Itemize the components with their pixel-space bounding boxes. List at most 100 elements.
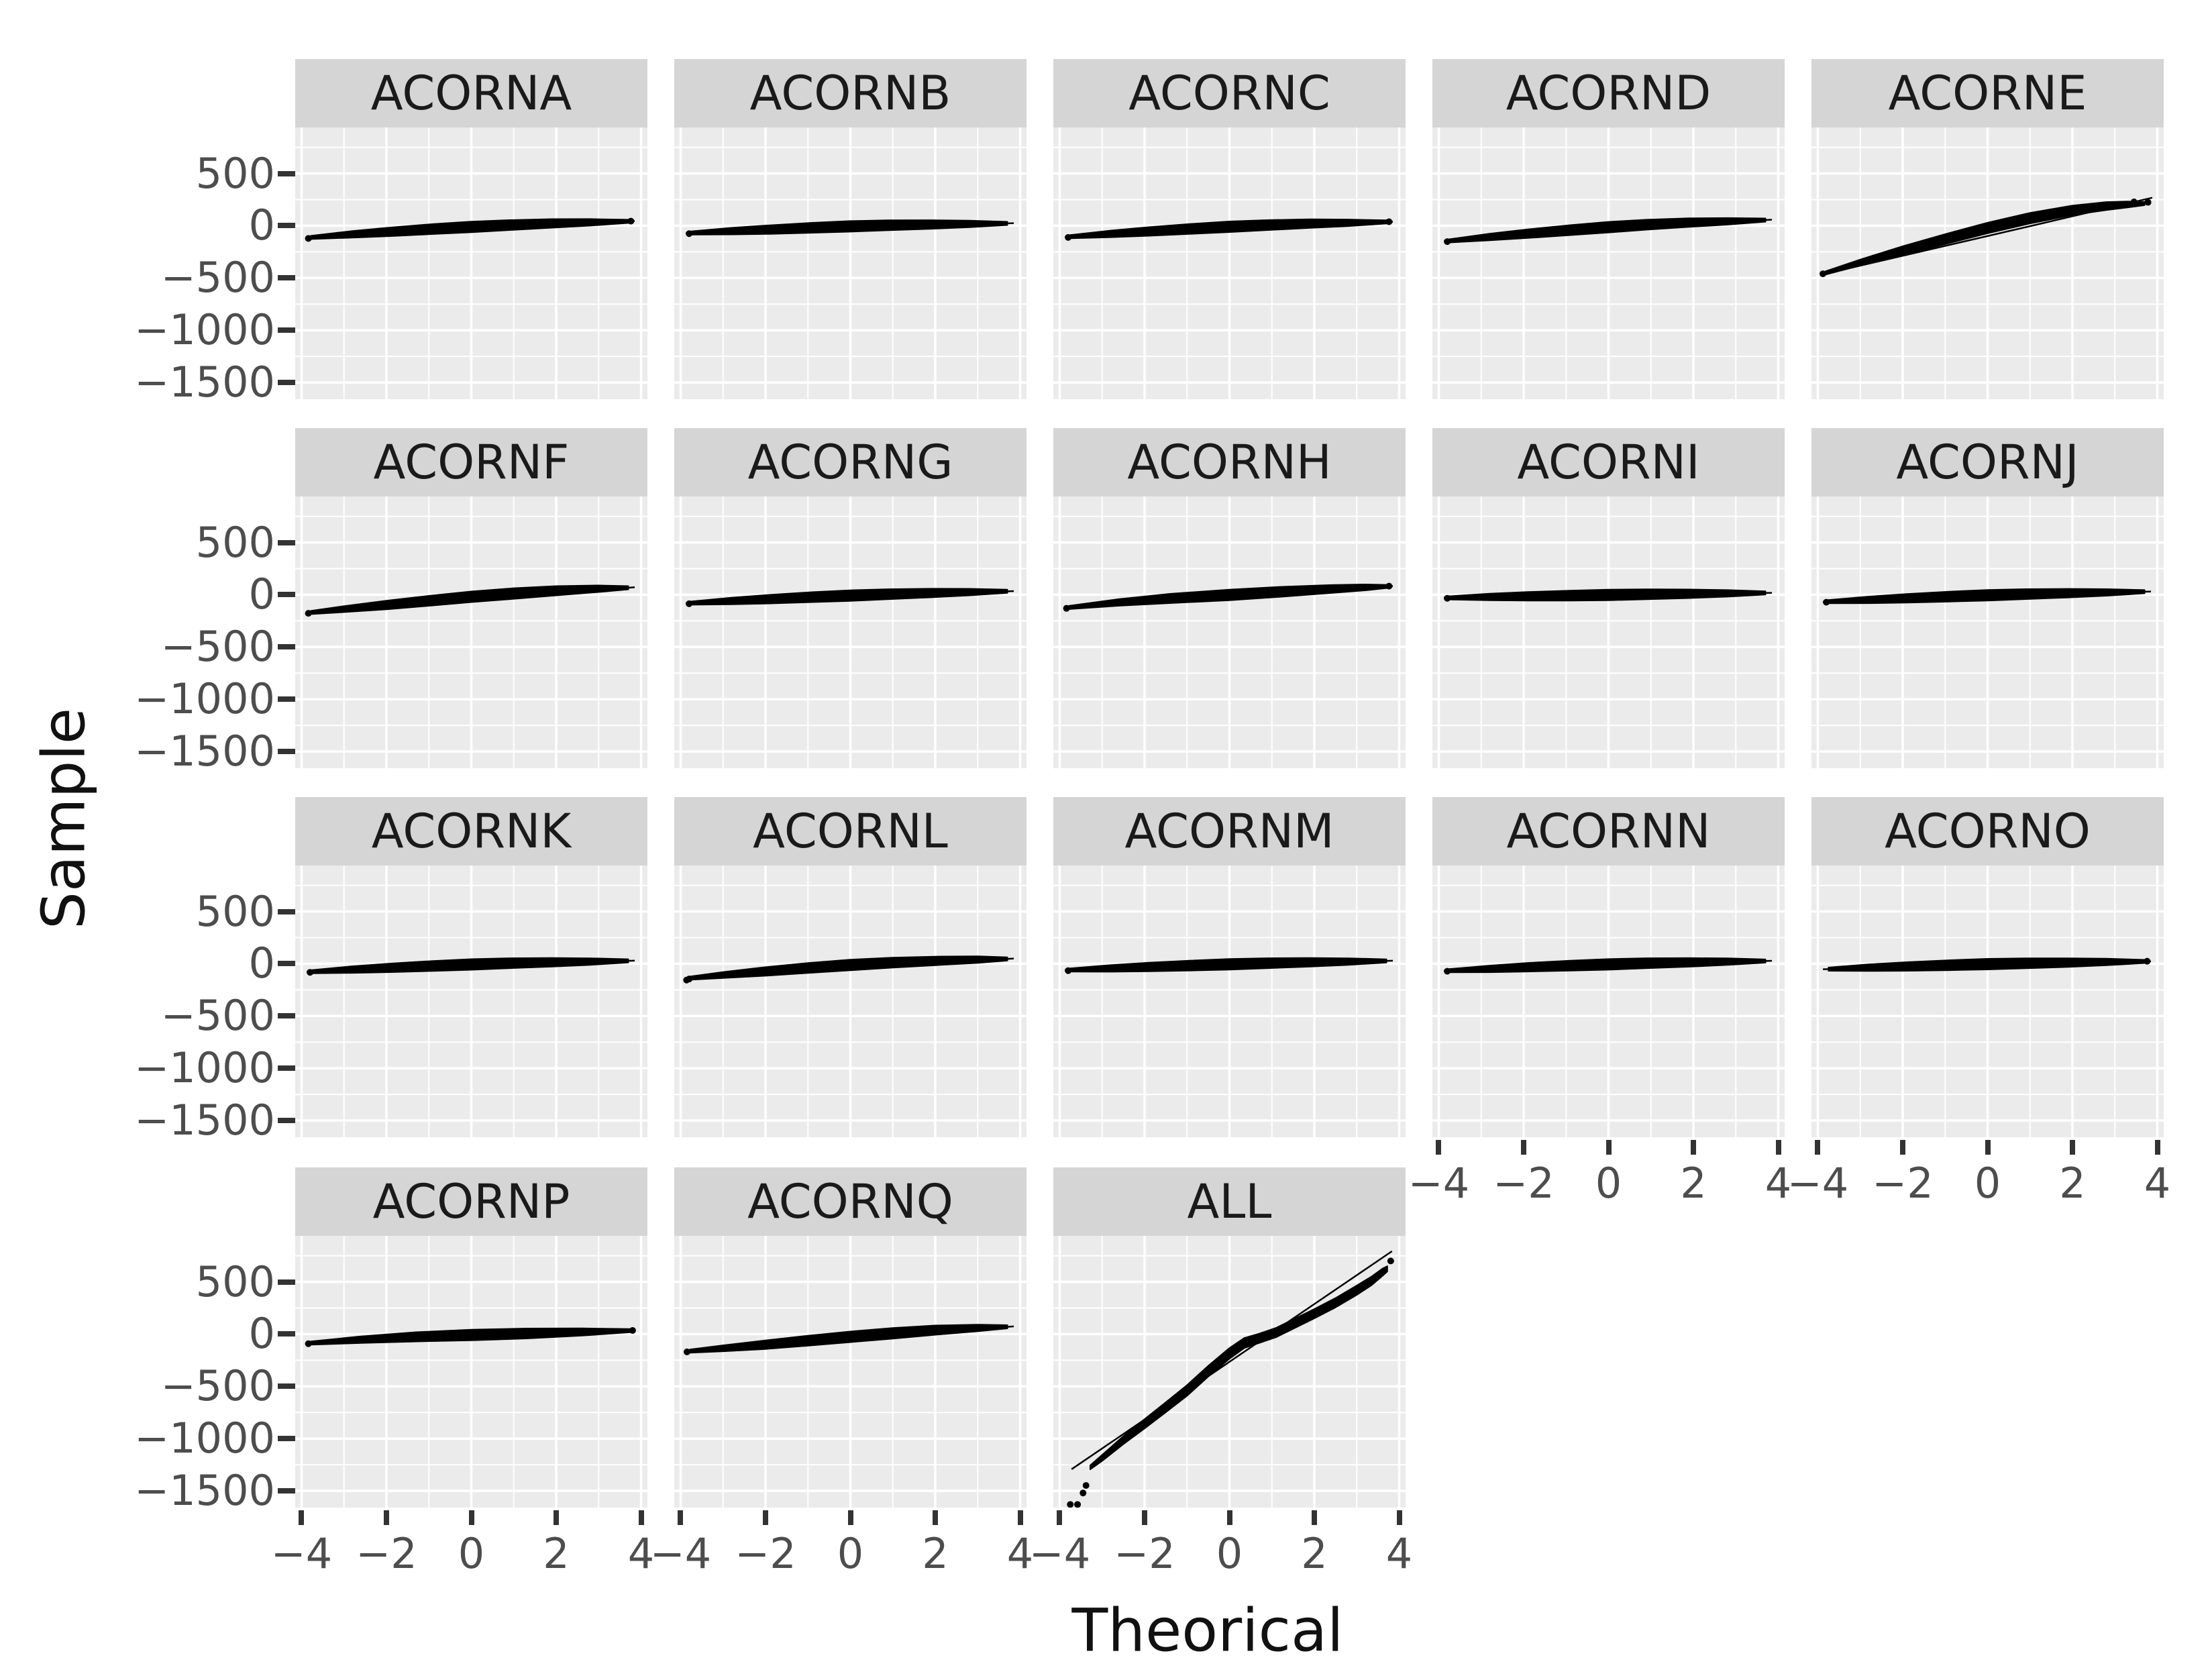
x-tick-label: 2 <box>1680 1159 1707 1208</box>
qq-outlier-point <box>1823 598 1830 606</box>
y-tick-label: −500 <box>160 622 275 672</box>
x-tick-label: −2 <box>1114 1529 1175 1578</box>
facet-strip: ACORNP <box>295 1167 647 1236</box>
x-tick-label: −4 <box>1787 1159 1849 1208</box>
qq-points-band <box>311 957 629 974</box>
facet-strip-label: ACORNF <box>373 435 570 490</box>
qq-points-band <box>310 584 629 615</box>
qq-points-band <box>1824 201 2146 276</box>
y-tick-label: −500 <box>160 253 275 303</box>
facet-panel <box>1811 496 2164 768</box>
qq-outlier-point <box>1065 233 1072 241</box>
qq-outlier-point <box>1082 1481 1090 1489</box>
x-tick-mark <box>1520 1140 1526 1155</box>
facet-strip-label: ACORNK <box>371 804 572 859</box>
x-tick-mark <box>762 1510 768 1525</box>
facet-panel <box>674 1236 1026 1508</box>
facet-strip-label: ACORNL <box>753 804 948 859</box>
x-tick-label: 2 <box>1301 1529 1328 1578</box>
facet-panel <box>1432 866 1785 1137</box>
facet-strip: ACORNL <box>674 797 1026 866</box>
y-tick-label: −1000 <box>134 305 275 355</box>
qq-outlier-point <box>305 610 312 617</box>
x-tick-mark <box>1815 1140 1821 1155</box>
facet-strip-label: ACORNP <box>372 1174 570 1229</box>
qq-outlier-point <box>305 1340 312 1347</box>
x-tick-label: 0 <box>458 1529 485 1578</box>
facet-strip: ACORNK <box>295 797 647 866</box>
qq-points-band <box>1090 1265 1388 1470</box>
x-tick-mark <box>1396 1510 1402 1525</box>
x-tick-label: −2 <box>1872 1159 1934 1208</box>
x-tick-mark <box>1985 1140 1991 1155</box>
y-tick-mark <box>278 380 295 386</box>
qq-outlier-point <box>1079 1489 1087 1497</box>
x-tick-mark <box>1899 1140 1905 1155</box>
qq-outlier-point <box>627 217 635 225</box>
facet-strip-label: ACORNN <box>1506 804 1711 859</box>
facet-strip: ACORNF <box>295 428 647 496</box>
y-tick-mark <box>278 1065 295 1071</box>
x-tick-mark <box>1436 1140 1442 1155</box>
qq-outlier-point <box>683 1348 690 1355</box>
facet-panel <box>1811 127 2164 399</box>
facet-strip: ACORNM <box>1053 797 1406 866</box>
facet-strip-label: ACORNE <box>1888 66 2087 121</box>
x-tick-mark <box>468 1510 474 1525</box>
facet-strip-label: ACORNO <box>1885 804 2091 859</box>
facet-strip-label: ACORNQ <box>747 1174 953 1229</box>
x-tick-mark <box>847 1510 853 1525</box>
qq-outlier-point <box>1063 605 1070 612</box>
qq-reference-line <box>1071 1250 1393 1470</box>
x-tick-label: −4 <box>649 1529 712 1578</box>
facet-panel <box>674 496 1026 768</box>
facet-panel <box>1053 866 1406 1137</box>
x-tick-label: 0 <box>837 1529 864 1578</box>
qq-outlier-point <box>1444 238 1451 246</box>
qq-outlier-point <box>1444 967 1451 975</box>
qq-outlier-point <box>2130 198 2138 205</box>
y-tick-mark <box>278 170 295 176</box>
qq-outlier-point <box>1067 1501 1074 1508</box>
x-tick-mark <box>1691 1140 1696 1155</box>
y-tick-label: 500 <box>195 886 275 936</box>
facet-panel <box>295 127 647 399</box>
x-tick-mark <box>1605 1140 1612 1155</box>
x-tick-label: 0 <box>1595 1159 1622 1208</box>
x-tick-mark <box>1141 1510 1147 1525</box>
facet-strip-label: ALL <box>1187 1174 1272 1229</box>
qq-outlier-point <box>307 969 314 976</box>
facet-strip: ACORNC <box>1053 59 1406 127</box>
y-tick-label: −1000 <box>134 674 275 724</box>
facet-panel <box>1432 127 1785 399</box>
qq-points-band <box>689 1324 1008 1354</box>
y-tick-mark <box>278 696 295 702</box>
y-tick-mark <box>278 644 295 650</box>
y-tick-mark <box>278 908 295 914</box>
x-tick-mark <box>1226 1510 1232 1525</box>
x-tick-mark <box>2070 1140 2075 1155</box>
facet-strip: ALL <box>1053 1167 1406 1236</box>
qq-outlier-point <box>1820 270 1827 278</box>
qq-points-band <box>689 955 1008 981</box>
x-tick-label: 4 <box>1385 1529 1413 1578</box>
y-tick-label: −1500 <box>134 1096 275 1145</box>
x-tick-label: −4 <box>270 1529 333 1578</box>
qq-points-band <box>690 588 1008 606</box>
qq-points-band <box>1828 588 2146 605</box>
qq-outlier-point <box>2144 957 2151 965</box>
y-tick-mark <box>278 961 295 967</box>
facet-strip: ACORNO <box>1811 797 2164 866</box>
facet-strip: ACORNN <box>1432 797 1785 866</box>
facet-panel <box>674 127 1026 399</box>
y-tick-label: 0 <box>248 570 275 619</box>
facet-strip: ACORNH <box>1053 428 1406 496</box>
x-tick-label: −4 <box>1029 1529 1091 1578</box>
x-tick-label: 4 <box>2144 1159 2171 1208</box>
x-tick-label: −2 <box>1493 1159 1555 1208</box>
facet-panel <box>1053 1236 1406 1508</box>
x-tick-label: −4 <box>1408 1159 1470 1208</box>
qq-outlier-point <box>686 230 693 238</box>
x-tick-mark <box>678 1510 684 1525</box>
qq-outlier-point <box>629 1326 636 1334</box>
